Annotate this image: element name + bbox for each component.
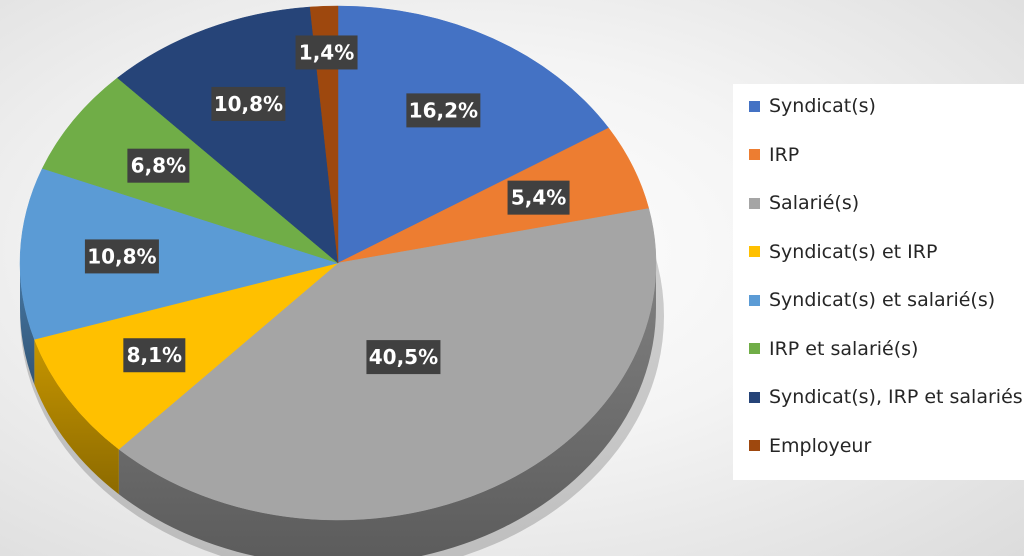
data-label-text: 10,8%: [214, 92, 283, 116]
data-label-salarie-s: 40,5%: [366, 340, 441, 375]
pie-slice-syndicat-s: [337, 5, 609, 264]
pie-slice-syndicat-s-irp-et-salaries: [117, 6, 339, 264]
legend-item-salarie-s: Salarié(s): [749, 188, 859, 218]
data-label-text: 8,1%: [127, 343, 182, 367]
legend-label: IRP: [769, 143, 800, 166]
legend-swatch: [749, 440, 760, 451]
legend-label: IRP et salarié(s): [769, 337, 919, 360]
pie-slice-syndicat-s-et-irp: [34, 262, 339, 450]
legend-item-syndicat-s: Syndicat(s): [749, 91, 876, 121]
data-label-text: 6,8%: [131, 154, 186, 178]
legend-label: Syndicat(s) et salarié(s): [769, 289, 996, 311]
data-label-box: [211, 86, 286, 121]
legend-swatch: [749, 391, 760, 403]
data-label-text: 40,5%: [369, 345, 438, 369]
legend-item-irp-et-salarie-s: IRP et salarié(s): [749, 334, 918, 364]
data-label-box: [295, 35, 358, 70]
pie-slice-syndicat-s-et-salarie-s: [19, 168, 339, 340]
data-label-box: [84, 239, 159, 274]
data-label-employeur: 1,4%: [295, 35, 358, 70]
pie-slice-employeur: [309, 5, 339, 264]
data-label-irp-et-salarie-s: 6,8%: [127, 148, 190, 183]
data-label-box: [127, 148, 190, 183]
data-label-syndicat-s-et-irp: 8,1%: [123, 338, 186, 373]
data-label-text: 1,4%: [299, 40, 354, 64]
pie-slice-irp-et-salarie-s: [41, 77, 339, 264]
data-label-text: 5,4%: [511, 186, 566, 210]
data-label-syndicat-s-et-salarie-s: 10,8%: [84, 239, 159, 274]
legend-swatch: [749, 100, 760, 112]
data-label-text: 10,8%: [87, 244, 156, 268]
pie-slice-side-syndicat-s-et-irp: [34, 339, 119, 495]
legend-label: Salarié(s): [769, 192, 860, 214]
legend-item-syndicat-s-et-salarie-s: Syndicat(s) et salarié(s): [749, 285, 995, 315]
data-label-text: 16,2%: [409, 98, 478, 122]
data-label-box: [366, 340, 441, 375]
legend-item-syndicat-s-et-irp: Syndicat(s) et IRP: [749, 237, 937, 267]
legend-label: Syndicat(s): [769, 95, 876, 117]
legend-swatch: [749, 197, 760, 209]
data-label-box: [406, 93, 481, 128]
legend-label: Syndicat(s), IRP et salariés: [769, 386, 1023, 408]
data-label-syndicat-s-irp-et-salaries: 10,8%: [211, 86, 286, 121]
legend-swatch: [749, 149, 760, 160]
legend-swatch: [749, 294, 760, 306]
data-label-box: [123, 338, 186, 373]
legend-swatch: [749, 343, 760, 354]
legend-label: Syndicat(s) et IRP: [769, 240, 938, 263]
data-label-irp: 5,4%: [507, 180, 570, 215]
legend-item-employeur: Employeur: [749, 431, 871, 461]
legend-item-irp: IRP: [749, 140, 799, 170]
data-label-box: [507, 180, 570, 215]
data-label-syndicat-s: 16,2%: [406, 93, 481, 128]
legend: Syndicat(s) IRP Salarié(s) Syndicat(s) et I…: [733, 84, 1024, 480]
pie-slice-side-syndicat-s-et-salarie-s: [20, 263, 35, 385]
legend-swatch: [749, 246, 760, 257]
legend-label: Employeur: [769, 434, 872, 457]
pie-slice-side-salarie-s: [118, 263, 656, 556]
legend-item-syndicat-s-irp-et-salaries: Syndicat(s), IRP et salariés: [749, 382, 1023, 412]
